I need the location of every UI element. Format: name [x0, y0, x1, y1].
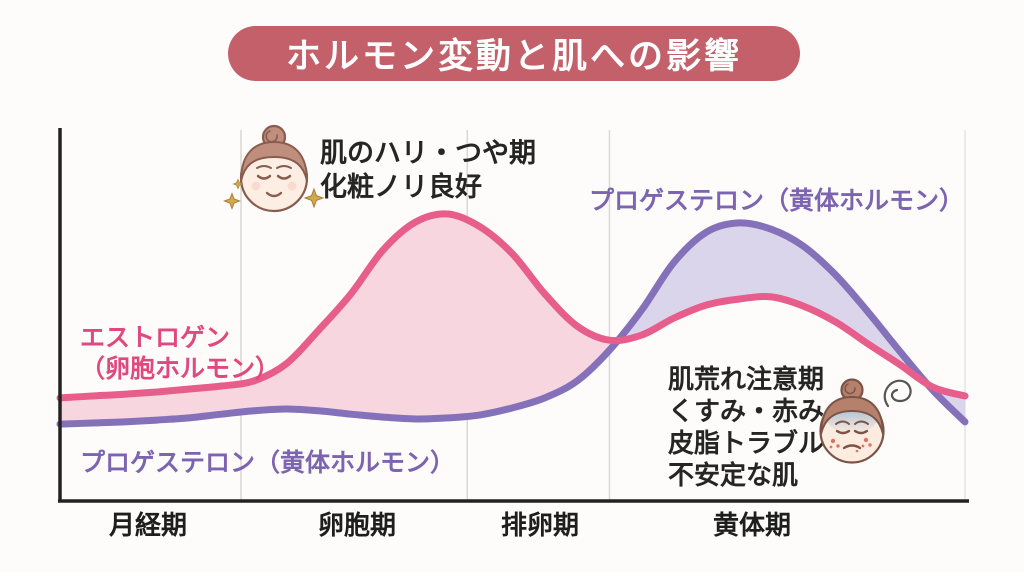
progesterone-curve-label-bottom: プロゲステロン（黄体ホルモン）: [80, 449, 456, 477]
page-title: ホルモン変動と肌への影響: [285, 37, 742, 76]
happy-face-icon: [220, 122, 325, 225]
xaxis-label-menstrual: 月経期: [108, 510, 188, 540]
estrogen-curve-label: エストロゲン （卵胞ホルモン）: [80, 323, 280, 385]
trouble-text-line3: 皮脂トラブル: [668, 428, 825, 458]
progesterone-curve-label-top: プロゲステロン（黄体ホルモン）: [588, 187, 964, 215]
good-skin-text-line2: 化粧ノリ良好: [320, 172, 482, 202]
trouble-text-line2: くすみ・赤み: [668, 396, 825, 426]
troubled-face-icon: [800, 372, 918, 479]
xaxis-label-luteal: 黄体期: [712, 510, 792, 540]
estrogen-label-line2: （卵胞ホルモン）: [80, 355, 281, 383]
trouble-text-line4: 不安定な肌: [668, 460, 799, 490]
estrogen-label-line1: エストロゲン: [80, 324, 231, 352]
xaxis-label-follicular: 卵胞期: [317, 510, 397, 540]
trouble-text-line1: 肌荒れ注意期: [668, 364, 825, 394]
good-skin-text-line1: 肌のハリ・つや期: [320, 138, 536, 168]
good-skin-annotation: 肌のハリ・つや期 化粧ノリ良好: [320, 136, 536, 204]
xaxis-label-ovulation: 排卵期: [500, 510, 580, 540]
title-banner: ホルモン変動と肌への影響: [228, 26, 800, 81]
trouble-skin-annotation: 肌荒れ注意期 くすみ・赤み 皮脂トラブル 不安定な肌: [668, 363, 824, 491]
